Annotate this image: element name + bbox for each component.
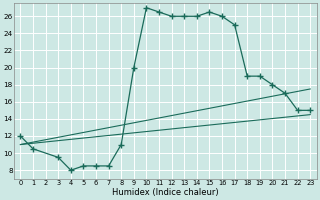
X-axis label: Humidex (Indice chaleur): Humidex (Indice chaleur)	[112, 188, 219, 197]
